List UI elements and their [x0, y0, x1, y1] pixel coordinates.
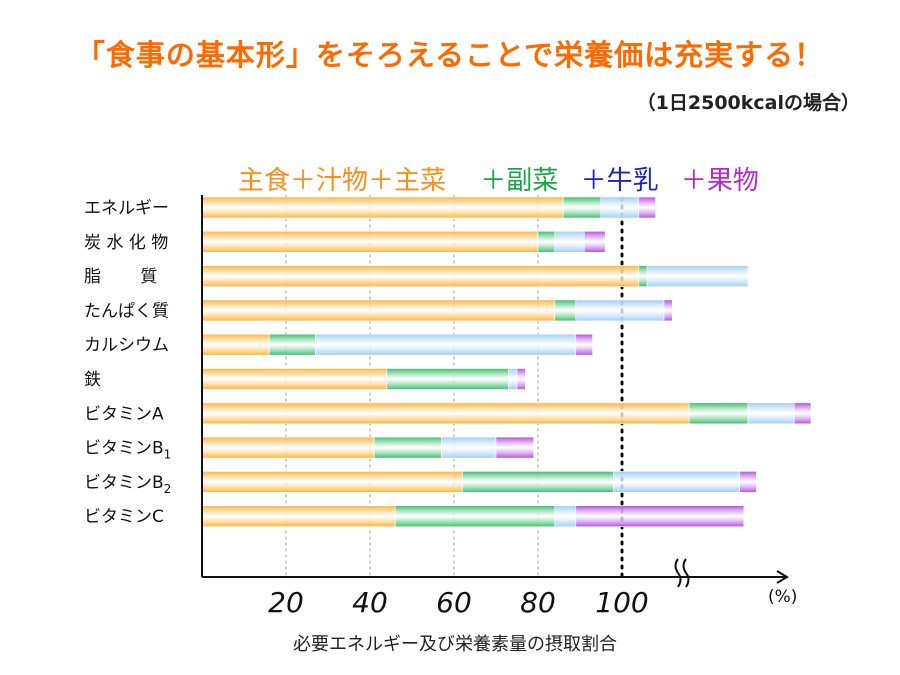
bar-segment [575, 299, 665, 322]
bar-segment [638, 196, 656, 219]
bar-segment [201, 471, 463, 493]
bar-segment [373, 436, 442, 459]
bar-segment [201, 402, 690, 425]
chart-title: 「食事の基本形」をそろえることで栄養価は充実する！ [75, 38, 825, 72]
bar-segment [575, 505, 745, 528]
bar-segment [386, 368, 509, 390]
x-axis-arrow [776, 570, 789, 584]
bar-segment [462, 471, 614, 493]
x-tick-label: 60 [436, 586, 472, 619]
category-label: 脂 質 [84, 267, 157, 287]
bar-segment [663, 299, 673, 322]
bar-segment [537, 231, 556, 253]
bar-segment [394, 505, 556, 528]
bar-segment [575, 333, 593, 356]
bar-segment [508, 368, 518, 390]
bar-segment [201, 299, 556, 322]
bar-segment [201, 436, 375, 459]
legend: 主食＋汁物＋主菜 ＋副菜 ＋牛乳 ＋果物 [238, 160, 773, 197]
bar-segment [441, 436, 497, 459]
category-label: エネルギー [84, 199, 169, 219]
bar-segment [201, 231, 539, 253]
legend-item-milk: ＋牛乳 [580, 166, 659, 196]
bar-segment [516, 368, 526, 390]
axis-break-mark [682, 558, 690, 588]
bar-segment [583, 231, 606, 253]
x-unit-label: (%) [768, 587, 797, 607]
category-label: ビタミンB1 [84, 439, 171, 462]
bar-segment [747, 402, 795, 425]
x-tick-label: 80 [520, 586, 556, 619]
bar-segment [554, 231, 585, 253]
bar-segment [793, 402, 812, 425]
legend-item-main: 主食＋汁物＋主菜 [238, 166, 447, 196]
bar-segment [638, 265, 648, 287]
bar-segment [554, 299, 577, 322]
bar-segment [688, 402, 749, 425]
bar-segment [315, 333, 577, 356]
x-tick-label: 100 [595, 586, 648, 619]
bar-segment [495, 436, 535, 459]
bar-segment [201, 368, 388, 390]
x-tick-label: 40 [352, 586, 388, 619]
bar-segment [201, 265, 640, 287]
category-label: ビタミンA [84, 404, 164, 424]
bar-segment [201, 196, 564, 219]
bar-segment [600, 196, 640, 219]
legend-item-fruit: ＋果物 [680, 166, 759, 196]
bar-segment [739, 471, 757, 493]
category-label: ビタミンB2 [84, 473, 171, 496]
x-axis-label: 必要エネルギー及び栄養素量の摂取割合 [293, 634, 617, 655]
bar-segment [201, 505, 396, 528]
category-label: 炭 水 化 物 [84, 233, 168, 253]
chart-subtitle: （1日2500kcalの場合） [636, 92, 860, 114]
category-label: 鉄 [84, 370, 101, 390]
bar-segment [646, 265, 749, 287]
bar-segment [554, 505, 577, 528]
bar-segment [268, 333, 316, 356]
category-label: ビタミンC [84, 507, 164, 527]
axis-break-mark [674, 558, 682, 588]
x-tick-label: 20 [268, 586, 304, 619]
bar-segment [613, 471, 740, 493]
legend-item-side: ＋副菜 [480, 166, 559, 196]
category-label: たんぱく質 [84, 301, 169, 321]
bar-segment [201, 333, 270, 356]
bar-segment [562, 196, 602, 219]
category-label: カルシウム [84, 336, 169, 356]
